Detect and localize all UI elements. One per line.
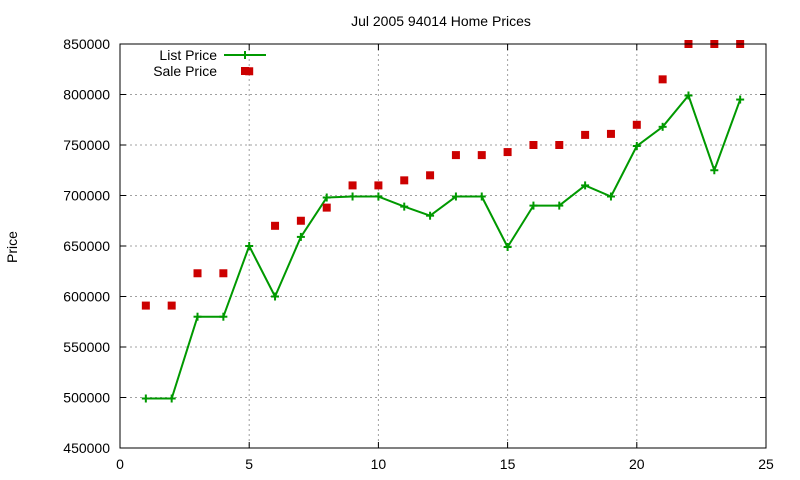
data-point-sale-price — [193, 269, 202, 278]
data-point-list-price — [581, 181, 590, 190]
data-point-list-price — [400, 202, 409, 211]
data-point-list-price — [219, 312, 228, 321]
legend-label-list-price: List Price — [159, 47, 217, 63]
data-point-list-price — [503, 243, 512, 252]
data-point-sale-price — [632, 120, 641, 129]
data-point-sale-price — [141, 301, 150, 310]
data-point-list-price — [658, 122, 667, 131]
plot-frame — [119, 43, 767, 449]
grid — [120, 44, 766, 448]
data-point-sale-price — [477, 151, 486, 160]
data-point-list-price — [426, 211, 435, 220]
data-point-list-price — [555, 201, 564, 210]
legend-swatch-sale-price — [241, 67, 249, 75]
x-tick-label: 15 — [500, 456, 516, 472]
legend-marker — [241, 67, 249, 75]
data-point-sale-price — [374, 181, 383, 190]
data-point-sale-price — [555, 141, 564, 149]
data-point-sale-price — [167, 301, 176, 310]
legend-label-sale-price: Sale Price — [153, 63, 217, 79]
y-tick-label: 600000 — [63, 289, 110, 305]
data-point-list-price — [477, 192, 486, 201]
data-point-list-price — [296, 232, 305, 241]
data-point-list-price — [245, 242, 254, 250]
data-point-sale-price — [426, 171, 435, 180]
data-point-list-price — [606, 192, 615, 201]
y-tick-label: 750000 — [63, 137, 110, 153]
data-point-sale-price — [400, 176, 409, 185]
data-point-list-price — [193, 312, 202, 321]
series-list-price — [141, 91, 745, 403]
y-tick-label: 500000 — [63, 390, 110, 406]
y-tick-label: 800000 — [63, 87, 110, 103]
series-line-list-price — [145, 94, 742, 400]
x-tick-label: 25 — [758, 456, 774, 472]
chart-title: Jul 2005 94014 Home Prices — [351, 13, 531, 29]
data-point-sale-price — [219, 269, 228, 278]
data-point-sale-price — [529, 141, 538, 149]
data-point-list-price — [451, 192, 460, 201]
series-sale-price — [141, 40, 745, 310]
y-tick-label: 650000 — [63, 238, 110, 254]
data-point-sale-price — [606, 129, 615, 138]
data-point-sale-price — [581, 130, 590, 139]
data-point-list-price — [167, 394, 176, 403]
series — [141, 40, 745, 403]
axis-ticks: 0 5 10 15 20 25 450000 500000 550000 600000 650000… — [63, 36, 774, 472]
y-axis-label: Price — [4, 231, 20, 263]
y-tick-label: 700000 — [63, 188, 110, 204]
data-point-list-price — [141, 394, 150, 403]
legend-marker — [241, 51, 249, 59]
x-tick-label: 10 — [371, 456, 387, 472]
data-point-list-price — [271, 292, 280, 301]
legend: List Price Sale Price — [153, 47, 266, 79]
x-tick-label: 5 — [245, 456, 253, 472]
data-point-list-price — [374, 192, 383, 201]
data-point-sale-price — [658, 75, 667, 84]
data-point-sale-price — [271, 221, 280, 230]
data-point-sale-price — [451, 151, 460, 160]
data-point-sale-price — [322, 203, 331, 212]
data-point-sale-price — [503, 148, 512, 157]
data-point-list-price — [736, 95, 745, 104]
data-point-list-price — [710, 166, 719, 175]
data-point-list-price — [529, 201, 538, 210]
data-point-list-price — [348, 192, 357, 201]
data-point-sale-price — [245, 67, 254, 76]
data-point-sale-price — [348, 181, 357, 190]
legend-swatch-list-price — [224, 51, 266, 59]
data-point-list-price — [684, 91, 693, 100]
data-point-sale-price — [296, 216, 305, 225]
x-tick-label: 20 — [629, 456, 645, 472]
y-tick-label: 550000 — [63, 339, 110, 355]
data-point-list-price — [322, 193, 331, 202]
y-tick-label: 850000 — [63, 36, 110, 52]
data-point-list-price — [632, 142, 641, 151]
x-tick-label: 0 — [116, 456, 124, 472]
y-tick-label: 450000 — [63, 440, 110, 456]
